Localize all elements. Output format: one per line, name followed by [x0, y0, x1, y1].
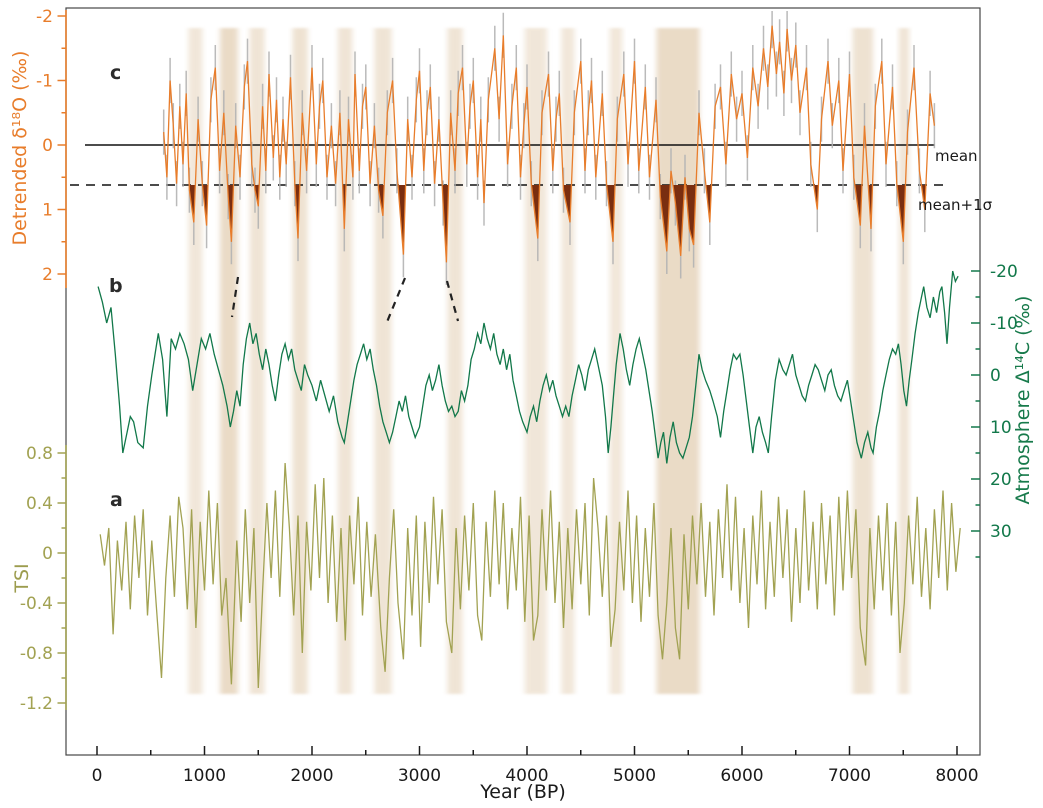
tick-label: 30	[990, 522, 1012, 542]
mean-line-label: mean	[935, 147, 978, 165]
d18o-exceedance-fill	[163, 185, 935, 263]
x-axis-title: Year (BP)	[480, 781, 566, 803]
tick-label: 2	[42, 265, 53, 285]
panel-b-label: b	[109, 275, 123, 297]
tick-label: 7000	[828, 766, 871, 786]
tsi-axis: 0.8 0.4 0 -0.4 -0.8 -1.2	[20, 444, 66, 714]
tick-label: 0.8	[26, 444, 53, 464]
connector-dashed-line	[445, 280, 460, 322]
d18o-error-bars	[162, 11, 936, 285]
tick-label: 10	[990, 418, 1012, 438]
d14c-axis: -20 -10 0 10 20 30	[971, 262, 1018, 558]
tsi-series-line	[99, 462, 961, 689]
event-band	[524, 28, 547, 694]
tick-label: 0.4	[26, 494, 53, 514]
tick-label: 6000	[720, 766, 763, 786]
tick-label: -0.8	[20, 644, 53, 664]
tick-label: 0	[42, 544, 53, 564]
tick-label: 0	[990, 366, 1001, 386]
tick-label: 3000	[398, 766, 441, 786]
connector-dashed-line	[385, 277, 407, 323]
event-band	[188, 28, 203, 694]
tick-label: 5000	[613, 766, 656, 786]
tick-label: 2000	[290, 766, 333, 786]
tick-label: 4000	[505, 766, 548, 786]
tick-label: -1	[36, 72, 53, 92]
tick-label: 8000	[935, 766, 978, 786]
event-band	[249, 28, 265, 694]
tick-label: -0.4	[20, 594, 53, 614]
tick-label: -2	[36, 7, 53, 27]
y-axis-title-tsi: TSI	[11, 563, 33, 593]
tick-label: 1	[42, 201, 53, 221]
tick-label: 0	[92, 766, 103, 786]
d18o-axis: -2 -1 0 1 2	[36, 7, 66, 285]
d14c-series-line	[97, 270, 959, 464]
mean-plus-sigma-label: mean+1σ	[918, 196, 993, 214]
tick-label: -20	[990, 262, 1018, 282]
d18o-series-line	[163, 25, 936, 263]
panel-connectors	[230, 276, 460, 323]
tick-label: -10	[990, 314, 1018, 334]
panel-c-label: c	[110, 62, 122, 84]
connector-dashed-line	[230, 276, 240, 318]
event-band	[656, 28, 700, 694]
x-axis: 0 1000 2000 3000 4000 5000 6000 7000 8000	[92, 746, 979, 786]
y-axis-title-d18o: Detrended δ¹⁸O (‰)	[9, 50, 31, 246]
y-axis-title-d14c: Atmosphere Δ¹⁴C (‰)	[1012, 295, 1034, 505]
event-band	[898, 28, 910, 694]
tick-label: 20	[990, 470, 1012, 490]
tick-label: -1.2	[20, 694, 53, 714]
panel-a-label: a	[110, 489, 123, 511]
event-band	[852, 28, 874, 694]
event-band	[447, 28, 463, 694]
tick-label: 1000	[183, 766, 226, 786]
tick-label: 0	[42, 136, 53, 156]
plot-frame	[65, 7, 981, 756]
